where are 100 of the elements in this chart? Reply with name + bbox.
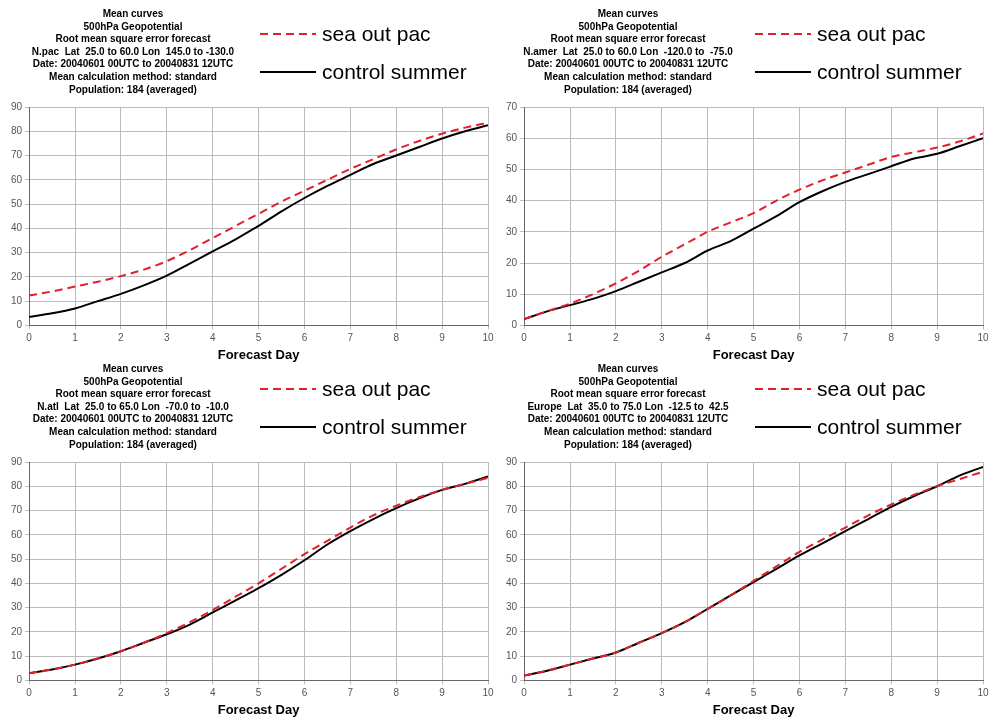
y-tick-label: 30	[506, 225, 518, 237]
legend-label: control summer	[322, 60, 468, 84]
y-tick-label: 30	[506, 601, 518, 613]
y-tick-label: 80	[506, 480, 518, 492]
text: Europe Lat 35.0 to 75.0 Lon -12.5 to 42.5	[526, 400, 730, 414]
x-tick-label: 2	[118, 687, 125, 699]
chart-subtitle: 500hPa Geopotential	[82, 20, 184, 34]
chart-subtitle: 500hPa Geopotential	[82, 375, 184, 389]
x-tick-label: 9	[934, 687, 941, 699]
y-tick-label: 10	[506, 287, 518, 299]
x-tick-label: 2	[613, 687, 620, 699]
y-tick-label: 80	[11, 125, 23, 137]
chart-subtitle: 500hPa Geopotential	[577, 375, 679, 389]
y-tick-label: 40	[506, 194, 518, 206]
legend-label: control summer	[322, 415, 468, 439]
x-tick-label: 5	[750, 687, 757, 699]
x-axis-title: Forecast Day	[712, 701, 796, 717]
y-tick-label: 0	[511, 319, 518, 331]
y-tick-label: 80	[11, 480, 23, 492]
x-tick-label: 7	[347, 687, 354, 699]
x-tick-label: 3	[164, 687, 170, 699]
x-tick-label: 10	[977, 332, 989, 344]
x-tick-label: 7	[347, 332, 354, 344]
x-axis-title: Forecast Day	[217, 346, 301, 362]
x-tick-label: 2	[613, 332, 620, 344]
text: Mean calculation method: standard	[543, 425, 713, 439]
x-tick-label: 8	[888, 687, 895, 699]
x-tick-label: 0	[521, 687, 528, 699]
x-tick-label: 3	[659, 687, 665, 699]
x-tick-label: 10	[977, 687, 989, 699]
x-tick-label: 6	[796, 687, 803, 699]
text: N.amer Lat 25.0 to 60.0 Lon -120.0 to -75.0	[522, 45, 734, 59]
legend-label: sea out pac	[817, 22, 927, 46]
y-tick-label: 20	[11, 625, 23, 637]
y-tick-label: 10	[11, 649, 23, 661]
text: Date: 20040601 00UTC to 20040831 12UTC	[31, 413, 235, 426]
text: Mean calculation method: standard	[48, 70, 218, 84]
y-tick-label: 20	[506, 256, 518, 268]
text: Date: 20040601 00UTC to 20040831 12UTC	[526, 413, 730, 426]
x-tick-label: 9	[439, 332, 446, 344]
text: Date: 20040601 00UTC to 20040831 12UTC	[526, 58, 730, 71]
y-tick-label: 90	[11, 455, 23, 467]
text: Root mean square error forecast	[549, 33, 707, 46]
x-tick-label: 1	[72, 332, 79, 344]
x-tick-label: 4	[209, 687, 216, 699]
x-axis-title: Forecast Day	[217, 701, 301, 717]
chart-title: Mean curves	[101, 8, 165, 21]
x-tick-label: 8	[888, 332, 895, 344]
y-tick-label: 0	[16, 674, 23, 686]
legend-label: control summer	[817, 60, 963, 84]
chart-subtitle: 500hPa Geopotential	[577, 20, 679, 34]
y-tick-label: 0	[16, 319, 23, 331]
y-tick-label: 20	[11, 270, 23, 282]
text: Population: 184 (averaged)	[563, 83, 693, 97]
y-tick-label: 40	[11, 222, 23, 234]
y-tick-label: 60	[11, 528, 23, 540]
x-tick-label: 8	[393, 687, 400, 699]
x-tick-label: 0	[26, 687, 33, 699]
y-tick-label: 0	[511, 674, 518, 686]
x-tick-label: 10	[482, 332, 494, 344]
y-tick-label: 70	[11, 504, 23, 516]
x-tick-label: 1	[567, 332, 574, 344]
text: N.atl Lat 25.0 to 65.0 Lon -70.0 to -10.0	[36, 400, 230, 414]
x-tick-label: 0	[26, 332, 33, 344]
x-tick-label: 5	[255, 332, 262, 344]
x-tick-label: 3	[659, 332, 665, 344]
x-tick-label: 4	[704, 687, 711, 699]
y-tick-label: 60	[11, 173, 23, 185]
x-tick-label: 6	[796, 332, 803, 344]
text: Root mean square error forecast	[54, 388, 212, 401]
text: Mean calculation method: standard	[543, 70, 713, 84]
text: Mean calculation method: standard	[48, 425, 218, 439]
y-tick-label: 70	[506, 100, 518, 112]
x-tick-label: 5	[750, 332, 757, 344]
y-tick-label: 60	[506, 131, 518, 143]
legend-label: sea out pac	[322, 22, 432, 46]
legend-label: control summer	[817, 415, 963, 439]
chart-title: Mean curves	[101, 363, 165, 376]
y-tick-label: 90	[11, 100, 23, 112]
y-tick-label: 10	[11, 294, 23, 306]
y-tick-label: 30	[11, 601, 23, 613]
x-tick-label: 4	[704, 332, 711, 344]
x-tick-label: 3	[164, 332, 170, 344]
x-tick-label: 4	[209, 332, 216, 344]
y-tick-label: 70	[506, 504, 518, 516]
x-axis-title: Forecast Day	[712, 346, 796, 362]
y-tick-label: 10	[506, 649, 518, 661]
chart-title: Mean curves	[596, 8, 660, 21]
x-tick-label: 6	[301, 332, 308, 344]
legend-label: sea out pac	[322, 377, 432, 401]
y-tick-label: 70	[11, 149, 23, 161]
x-tick-label: 0	[521, 332, 528, 344]
legend-label: sea out pac	[817, 377, 927, 401]
y-tick-label: 30	[11, 246, 23, 258]
text: Population: 184 (averaged)	[563, 438, 693, 452]
text: Root mean square error forecast	[549, 388, 707, 401]
y-tick-label: 50	[11, 197, 23, 209]
chart-title: Mean curves	[596, 363, 660, 376]
y-tick-label: 50	[506, 552, 518, 564]
x-tick-label: 2	[118, 332, 125, 344]
